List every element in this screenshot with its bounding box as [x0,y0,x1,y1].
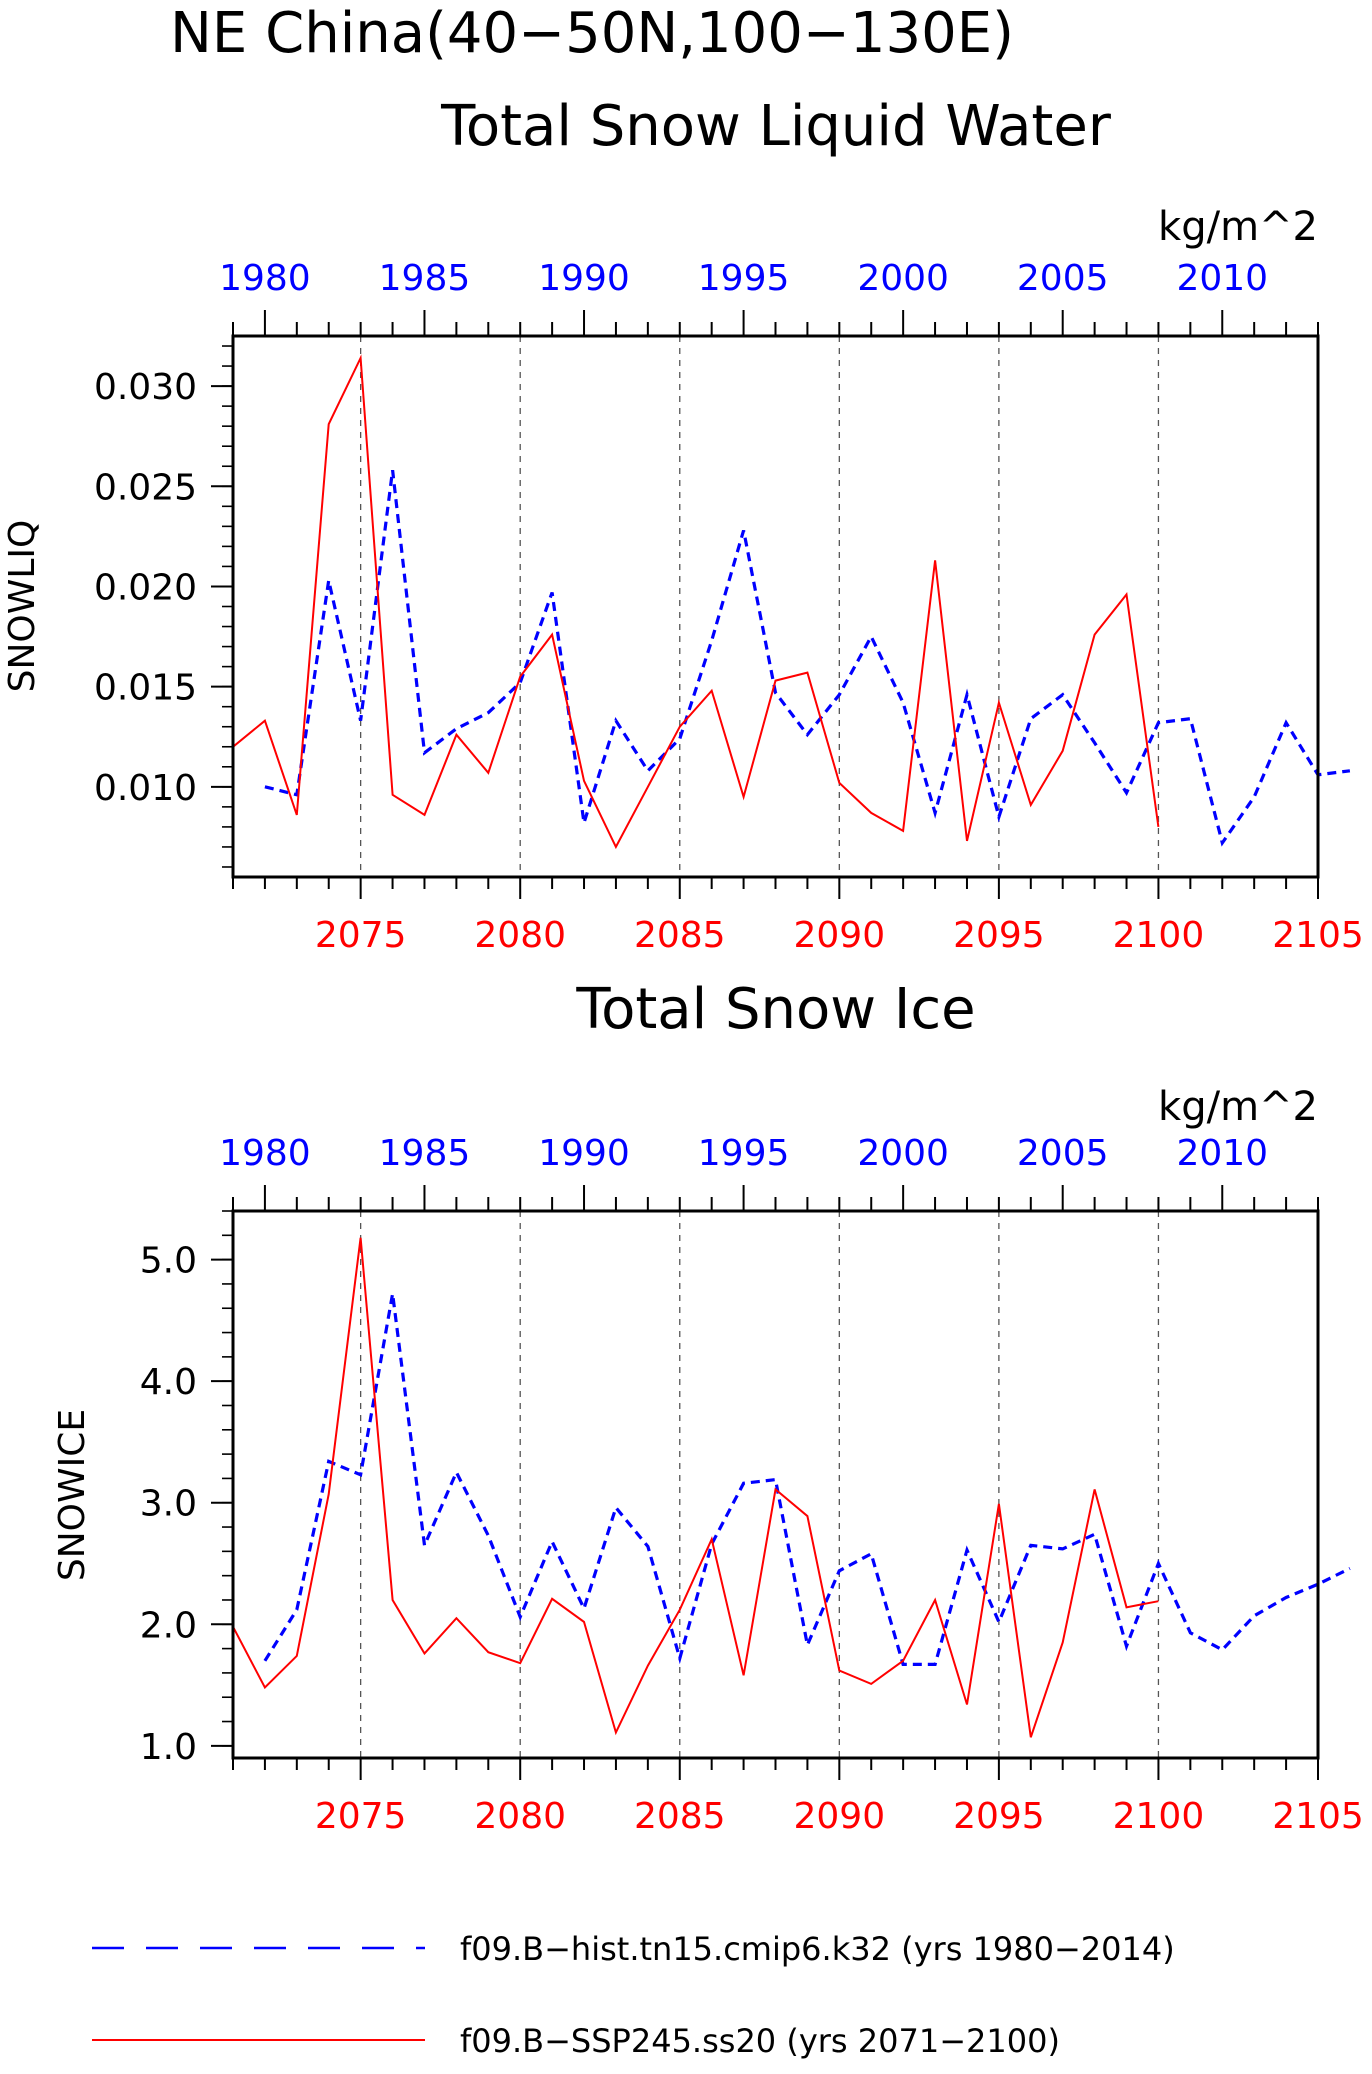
snowice-bottom-tick-label: 2080 [474,1796,566,1837]
snowliq-bottom-tick-label: 2075 [315,915,407,956]
snowice-y-tick-label: 1.0 [140,1727,197,1768]
snowice-y-tick-label: 3.0 [140,1484,197,1525]
snowice-y-tick-labels: 1.0 2.0 3.0 4.0 5.0 [140,1241,197,1768]
snowliq-y-tick-label: 0.020 [94,567,197,608]
snowice-y-tick-label: 5.0 [140,1241,197,1282]
snowice-top-tick-label: 1985 [379,1133,471,1174]
snowliq-bottom-tick-label: 2100 [1113,915,1205,956]
snowice-bottom-tick-label: 2090 [794,1796,886,1837]
snowice-ssp-series-line [232,1237,1159,1738]
snowice-top-tick-label: 1990 [538,1133,630,1174]
snowliq-ssp-series-line [232,354,1160,850]
snowliq-top-tick-label: 2000 [857,258,949,299]
snowliq-y-tick-label: 0.025 [94,467,197,508]
snowliq-bottom-tick-label: 2105 [1272,915,1364,956]
snowice-ticks [211,1185,1319,1780]
snowice-series-lines [232,1237,1351,1738]
snowice-grid [359,1211,1160,1758]
legend-ssp-label: f09.B−SSP245.ss20 (yrs 2071−2100) [460,2022,1060,2060]
snowice-y-tick-label: 2.0 [140,1605,197,1646]
snowliq-y-tick-label: 0.030 [94,367,197,408]
snowice-bottom-tick-label: 2085 [634,1796,726,1837]
snowliq-bottom-tick-labels: 2075 2080 2085 2090 2095 2100 2105 [315,915,1364,956]
snowliq-top-tick-label: 1990 [538,258,630,299]
snowice-bottom-tick-label: 2095 [953,1796,1045,1837]
snowice-top-tick-label: 2000 [857,1133,949,1174]
snowliq-top-tick-label: 1985 [379,258,471,299]
snowliq-top-tick-label: 2010 [1176,258,1268,299]
snowliq-units-label: kg/m^2 [1158,204,1318,250]
snowice-top-tick-label: 1995 [698,1133,790,1174]
snowice-plot-frame [231,1209,1320,1760]
snowice-bottom-tick-label: 2075 [315,1796,407,1837]
snowice-y-axis-label: SNOWICE [52,1409,93,1581]
snowliq-y-axis-label: SNOWLIQ [2,520,43,693]
legend: f09.B−hist.tn15.cmip6.k32 (yrs 1980−2014… [92,1930,1175,2060]
snowice-bottom-tick-labels: 2075 2080 2085 2090 2095 2100 2105 [315,1796,1364,1837]
legend-hist-label: f09.B−hist.tn15.cmip6.k32 (yrs 1980−2014… [460,1930,1175,1968]
snowice-top-tick-labels: 1980 1985 1990 1995 2000 2005 2010 [219,1133,1268,1174]
snowice-hist-series-line [263,1293,1351,1667]
snowliq-y-tick-label: 0.010 [94,768,197,809]
snowice-top-tick-label: 2010 [1176,1133,1268,1174]
snowliq-panel: Total Snow Liquid Water kg/m^2 SNOWLIQ 0… [2,94,1364,956]
snowice-bottom-tick-label: 2100 [1113,1796,1205,1837]
snowliq-series-lines [232,354,1351,850]
snowliq-hist-series-line [264,469,1351,847]
snowice-top-tick-label: 1980 [219,1133,311,1174]
snowice-bottom-tick-label: 2105 [1272,1796,1364,1837]
snowliq-top-tick-labels: 1980 1985 1990 1995 2000 2005 2010 [219,258,1268,299]
snowliq-top-tick-label: 1980 [219,258,311,299]
snowliq-bottom-tick-label: 2080 [474,915,566,956]
snowliq-y-tick-label: 0.015 [94,668,197,709]
snowliq-grid [359,336,1160,877]
snowice-panel-title: Total Snow Ice [575,977,975,1042]
snowliq-top-tick-label: 2005 [1017,258,1109,299]
figure-title: NE China(40−50N,100−130E) [170,1,1014,66]
snowliq-bottom-tick-label: 2095 [953,915,1045,956]
snowice-top-tick-label: 2005 [1017,1133,1109,1174]
snowliq-top-tick-label: 1995 [698,258,790,299]
snowliq-bottom-tick-label: 2085 [634,915,726,956]
snowliq-panel-title: Total Snow Liquid Water [440,94,1112,159]
snowliq-ticks [211,310,1319,899]
snowice-y-tick-label: 4.0 [140,1362,197,1403]
snowice-panel: Total Snow Ice kg/m^2 SNOWICE 1.0 2.0 3.0 4… [52,977,1364,1837]
snowliq-bottom-tick-label: 2090 [794,915,886,956]
snowice-units-label: kg/m^2 [1158,1084,1318,1130]
snowliq-plot-frame [231,334,1320,879]
snowliq-y-tick-labels: 0.010 0.015 0.020 0.025 0.030 [94,367,197,809]
